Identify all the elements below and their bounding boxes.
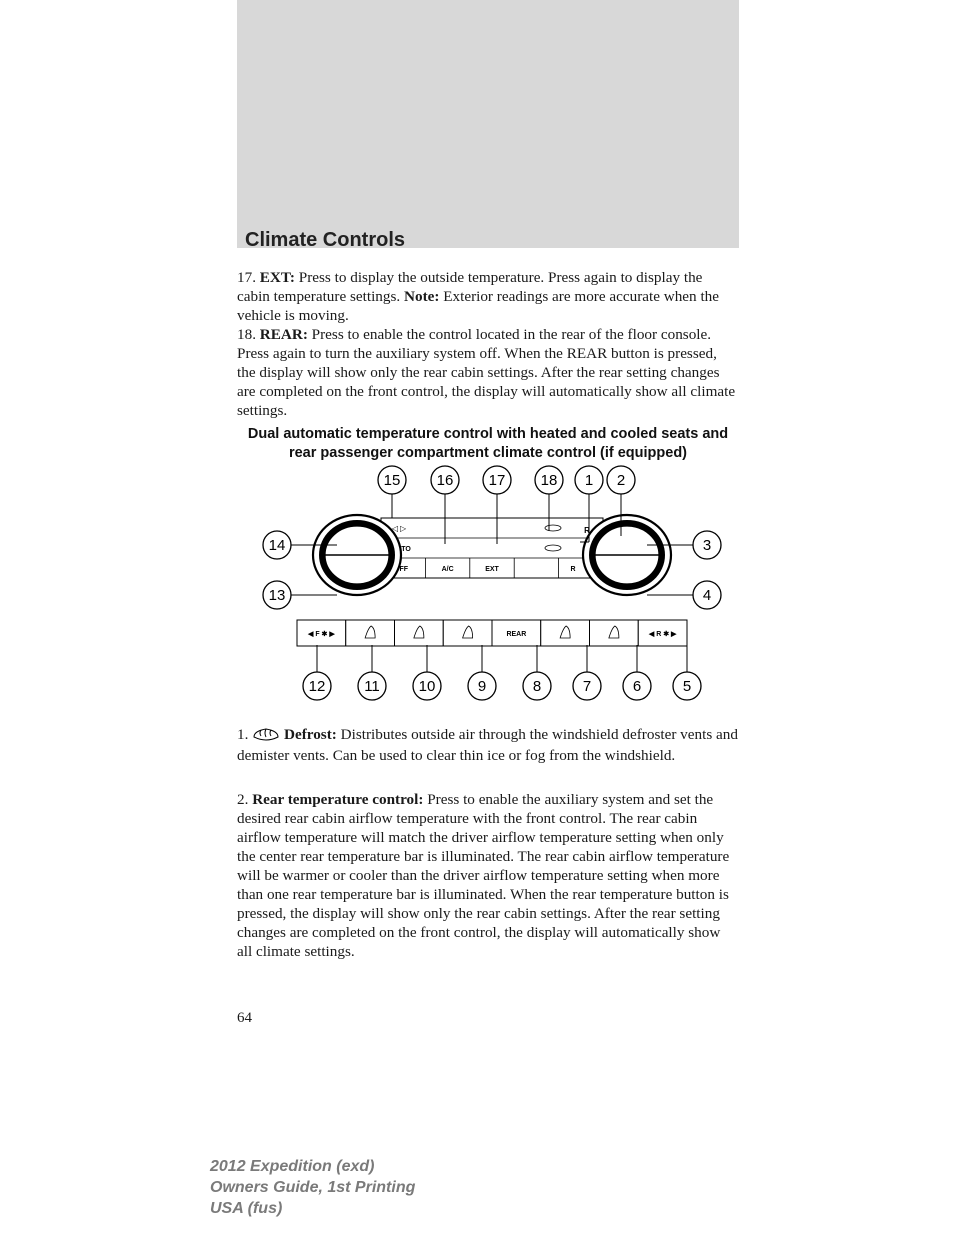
svg-text:10: 10 [419,678,436,695]
section-title: Climate Controls [245,229,405,252]
svg-text:1: 1 [585,472,593,489]
item-number: 18. [237,326,260,343]
climate-control-diagram: ◀ F ✱ ▶REAR◀ R ✱ ▶AUTOOFFA/CEXTRRR◁ ▷151… [237,460,739,710]
page-number: 64 [237,1010,252,1027]
footer-block: 2012 Expedition (exd) Owners Guide, 1st … [210,1157,415,1219]
item-number: 2. [237,791,252,808]
svg-text:16: 16 [437,472,454,489]
svg-text:REAR: REAR [506,631,526,638]
svg-text:4: 4 [703,587,711,604]
svg-text:9: 9 [478,678,486,695]
svg-text:17: 17 [489,472,506,489]
footer-line3: USA (fus) [210,1199,415,1220]
svg-text:◀ F ✱ ▶: ◀ F ✱ ▶ [307,630,335,638]
item-number: 1. [237,726,252,743]
header-gray-block [237,0,739,248]
svg-text:◀ R ✱ ▶: ◀ R ✱ ▶ [648,630,677,638]
item-label: Rear temperature control: [252,791,423,808]
svg-text:6: 6 [633,678,641,695]
svg-text:2: 2 [617,472,625,489]
svg-text:EXT: EXT [485,566,499,573]
list-item-1: 1. Defrost: Distributes outside air thro… [237,725,739,765]
item-label: EXT: [260,269,295,286]
svg-text:15: 15 [384,472,401,489]
note-label: Note: [404,288,439,305]
svg-text:7: 7 [583,678,591,695]
svg-text:3: 3 [703,537,711,554]
subsection-heading: Dual automatic temperature control with … [237,425,739,463]
item-number: 17. [237,269,260,286]
item-label: REAR: [260,326,308,343]
defrost-icon [252,725,280,746]
svg-text:R: R [570,566,575,573]
svg-text:14: 14 [269,537,286,554]
item-text: Press to enable the control located in t… [237,326,735,419]
footer-line1: 2012 Expedition (exd) [210,1157,415,1178]
svg-text:11: 11 [364,678,380,695]
svg-text:8: 8 [533,678,541,695]
paragraph-18: 18. REAR: Press to enable the control lo… [237,325,739,420]
svg-text:A/C: A/C [442,566,454,573]
list-item-2: 2. Rear temperature control: Press to en… [237,790,739,961]
item-label: Defrost: [280,726,337,743]
footer-line2: Owners Guide, 1st Printing [210,1178,415,1199]
paragraph-17: 17. EXT: Press to display the outside te… [237,268,739,325]
svg-text:18: 18 [541,472,558,489]
svg-text:13: 13 [269,587,286,604]
svg-text:5: 5 [683,678,691,695]
svg-text:12: 12 [309,678,326,695]
item-text: Press to enable the auxiliary system and… [237,791,729,960]
